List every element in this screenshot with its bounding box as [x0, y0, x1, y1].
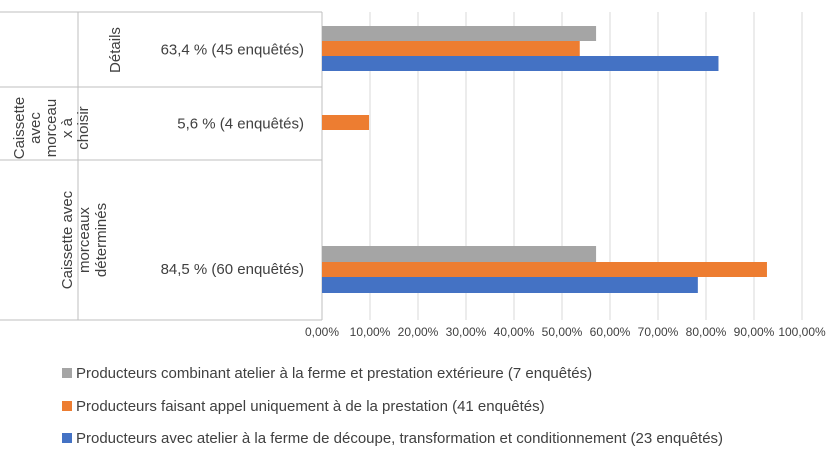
x-tick-label: 20,00% — [398, 325, 439, 339]
x-tick-label: 0,00% — [305, 325, 339, 339]
bar-prestation-3 — [322, 262, 767, 277]
x-tick-label: 30,00% — [446, 325, 487, 339]
bar-combinant-1 — [322, 26, 597, 41]
legend-item-prestation: Producteurs faisant appel uniquement à d… — [62, 398, 545, 415]
x-tick-label: 40,00% — [494, 325, 535, 339]
category-label: Détails — [107, 27, 124, 73]
legend-label-prestation: Producteurs faisant appel uniquement à d… — [76, 398, 545, 415]
category-label-line: Caissette avec — [59, 190, 76, 289]
bars — [322, 26, 767, 293]
legend-item-atelier: Producteurs avec atelier à la ferme de d… — [62, 430, 723, 447]
x-tick-label: 70,00% — [638, 325, 679, 339]
x-tick-label: 50,00% — [542, 325, 583, 339]
x-tick-label: 80,00% — [686, 325, 727, 339]
category-label-line: morceau — [43, 99, 60, 157]
category-sublabel: 63,4 % (45 enquêtés) — [161, 42, 304, 59]
legend-swatch-prestation — [62, 401, 72, 411]
category-label-line: déterminés — [93, 203, 110, 277]
legend-label-atelier: Producteurs avec atelier à la ferme de d… — [76, 430, 724, 447]
legend-swatch-atelier — [62, 433, 72, 443]
bar-atelier-1 — [322, 56, 719, 71]
legend-swatch-combinant — [62, 368, 72, 378]
legend-label-combinant: Producteurs combinant atelier à la ferme… — [76, 365, 593, 382]
bar-combinant-3 — [322, 246, 597, 262]
category-label-line: avec — [27, 112, 44, 144]
category-sublabel: 84,5 % (60 enquêtés) — [161, 261, 304, 278]
category-label-line: Caissette — [11, 97, 28, 160]
bar-atelier-3 — [322, 277, 698, 293]
category-label-line: choisir — [75, 106, 92, 149]
bar-prestation-1 — [322, 41, 580, 56]
x-tick-labels: 0,00% 10,00% 20,00% 30,00% 40,00% 50,00% 60,00… — [305, 325, 826, 339]
x-tick-label: 10,00% — [350, 325, 391, 339]
x-tick-label: 100,00% — [778, 325, 826, 339]
category-label-line: morceaux — [76, 207, 93, 273]
legend-item-combinant: Producteurs combinant atelier à la ferme… — [62, 365, 592, 382]
category-labels: 63,4 % (45 enquêtés) 5,6 % (4 enquêtés) 84… — [11, 27, 304, 289]
bar-prestation-2 — [322, 115, 370, 130]
category-sublabel: 5,6 % (4 enquêtés) — [177, 116, 304, 133]
category-label-line: x à — [59, 117, 76, 138]
x-tick-label: 60,00% — [590, 325, 631, 339]
x-tick-label: 90,00% — [734, 325, 775, 339]
